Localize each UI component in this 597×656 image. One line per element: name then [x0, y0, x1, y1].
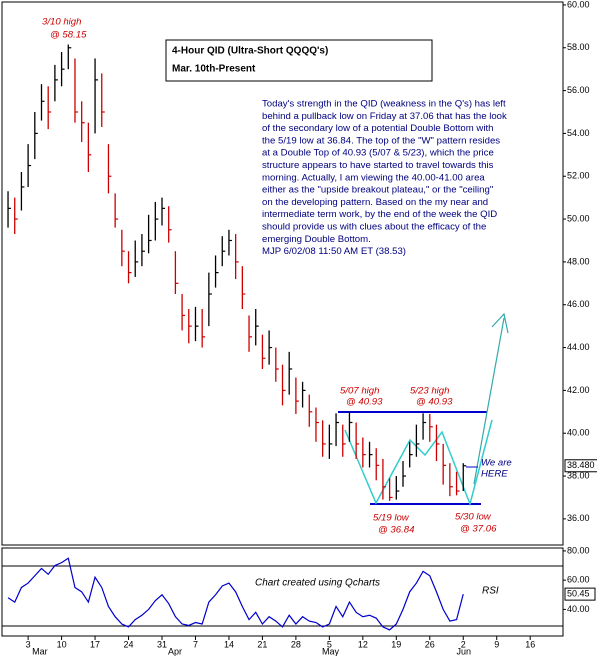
commentary-line: either as the "upside breakout plateau,"… — [262, 185, 493, 196]
x-tick-label: 5 — [327, 639, 332, 649]
w-pattern — [344, 419, 493, 507]
month-label: May — [322, 646, 340, 656]
x-tick-label: 31 — [157, 639, 167, 649]
x-tick-label: 16 — [525, 639, 535, 649]
y-tick-label: 58.00 — [567, 42, 590, 52]
x-tick-label: 9 — [494, 639, 499, 649]
pattern-lines — [338, 312, 509, 507]
arrow-head — [491, 312, 509, 334]
x-tick-label: 21 — [257, 639, 267, 649]
x-tick-label: 14 — [224, 639, 234, 649]
y-tick-label: 52.00 — [567, 171, 590, 181]
month-label: Mar — [32, 646, 48, 656]
annotation: @ 58.15 — [50, 30, 87, 41]
commentary-line: at a Double Top of 40.93 (5/07 & 5/23), … — [262, 148, 494, 159]
y-tick-label: 40.00 — [567, 428, 590, 438]
y-tick-label: 48.00 — [567, 256, 590, 266]
y-tick-label: 40.00 — [567, 604, 590, 614]
price-panel — [1, 1, 564, 546]
y-tick-label: 60.00 — [567, 575, 590, 585]
y-tick-label: 60.00 — [567, 0, 590, 9]
commentary-line: the 5/19 low at 36.84. The top of the "W… — [262, 135, 500, 146]
commentary-line: morning. Actually, I am viewing the 40.0… — [262, 172, 485, 183]
annotation: @ 37.06 — [460, 524, 497, 535]
annotation: @ 36.84 — [378, 525, 414, 536]
x-tick-label: 17 — [90, 639, 100, 649]
commentary-line: behind a pullback low on Friday at 37.06… — [262, 111, 507, 122]
y-tick-label: 56.00 — [567, 85, 590, 95]
commentary-line: of the secondary low of a potential Doub… — [262, 123, 493, 134]
month-label: Apr — [168, 646, 182, 656]
rsi-last-label: 50.45 — [567, 588, 590, 598]
annotation: 5/23 high — [410, 386, 449, 397]
y-tick-label: 42.00 — [567, 385, 590, 395]
indicator-name: RSI — [482, 586, 499, 597]
commentary-line: structure appears to have started to tra… — [262, 160, 494, 171]
last-price-box — [564, 459, 597, 473]
last-price-label: 38.480 — [567, 460, 595, 470]
y-tick-label: 36.00 — [567, 513, 590, 523]
y-tick-label: 46.00 — [567, 299, 590, 309]
y-tick-label: 80.00 — [567, 545, 590, 555]
y-tick-label: 54.00 — [567, 128, 590, 138]
annotation: 5/30 low — [455, 512, 492, 523]
y-tick-label: 38.00 — [567, 470, 590, 480]
x-tick-label: 2 — [461, 639, 466, 649]
x-tick-label: 12 — [358, 639, 368, 649]
x-tick-label: 28 — [291, 639, 301, 649]
annotation: 5/07 high — [340, 386, 379, 397]
rsi-line — [7, 557, 464, 631]
commentary-line: on the developing pattern. Based on the … — [262, 197, 488, 208]
annotation: @ 40.93 — [346, 397, 383, 408]
x-tick-label: 10 — [57, 639, 67, 649]
x-tick-label: 3 — [26, 639, 31, 649]
annotation: 3/10 high — [42, 17, 81, 28]
annotation: HERE — [481, 469, 508, 480]
y-tick-label: 50.00 — [567, 213, 590, 223]
projection-arrow — [473, 317, 505, 485]
x-tick-label: 24 — [124, 639, 134, 649]
x-tick-label: 19 — [391, 639, 401, 649]
commentary-line: MJP 6/02/08 11:50 AM ET (38.53) — [262, 246, 406, 257]
y-tick-label: 44.00 — [567, 342, 590, 352]
x-tick-label: 7 — [193, 639, 198, 649]
chart-note: Chart created using Qcharts — [255, 578, 380, 589]
commentary-line: should provide us with clues about the e… — [262, 222, 486, 233]
month-label: Jun — [457, 646, 472, 656]
rsi-last-box — [564, 587, 596, 601]
commentary-line: Today's strength in the QID (weakness in… — [262, 99, 506, 110]
chart-title: 4-Hour QID (Ultra-Short QQQQ's) — [172, 46, 328, 57]
title-box — [165, 39, 433, 82]
chart-title: Mar. 10th-Present — [172, 64, 256, 75]
annotation: 5/19 low — [373, 513, 410, 524]
annotation: @ 40.93 — [416, 397, 453, 408]
commentary-line: emerging Double Bottom. — [262, 234, 371, 245]
annotation: We are — [481, 458, 512, 469]
rsi-panel — [1, 547, 564, 637]
x-tick-label: 26 — [425, 639, 435, 649]
commentary-line: intermediate term work, by the end of th… — [262, 209, 497, 220]
